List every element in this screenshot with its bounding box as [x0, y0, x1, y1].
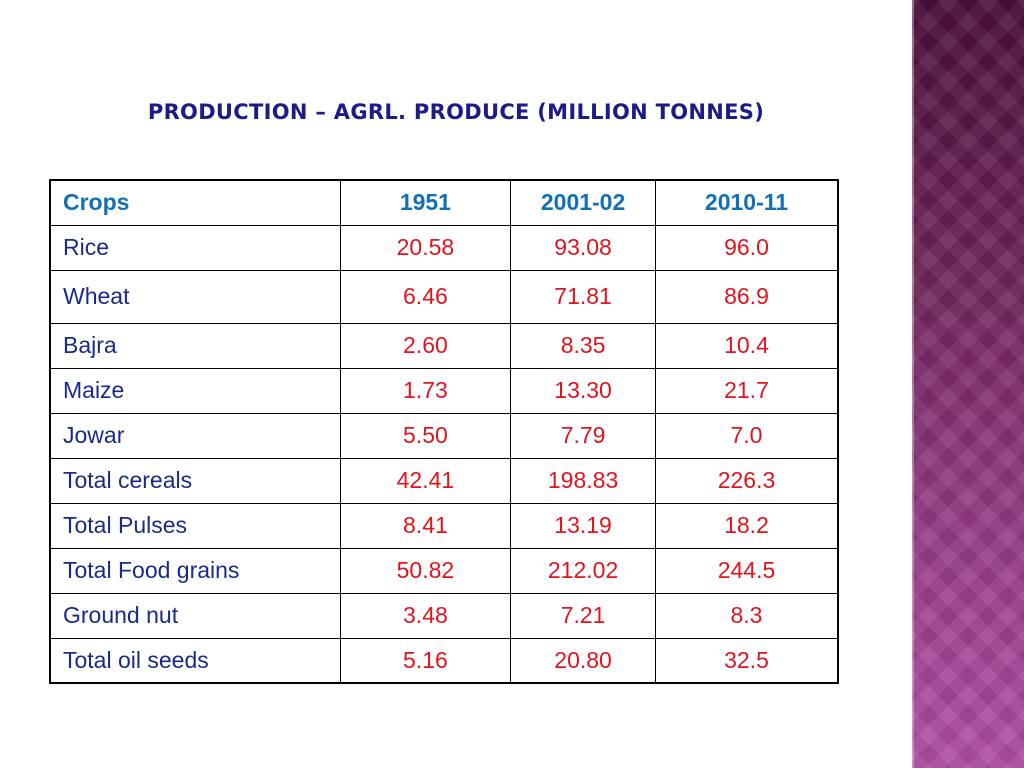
value-2010-11: 21.7	[654, 367, 839, 414]
value-2001-02: 71.81	[510, 269, 656, 324]
crop-name: Total Food grains	[49, 547, 341, 594]
value-2001-02: 7.21	[510, 592, 656, 639]
value-1951: 20.58	[339, 224, 512, 271]
value-1951: 1.73	[339, 367, 512, 414]
value-2010-11: 8.3	[654, 592, 839, 639]
crop-name: Ground nut	[49, 592, 341, 639]
crop-name: Bajra	[49, 322, 341, 369]
table-row: Wheat 6.46 71.81 86.9	[49, 269, 839, 324]
value-2001-02: 13.30	[510, 367, 656, 414]
value-1951: 42.41	[339, 457, 512, 504]
table-row: Jowar 5.50 7.79 7.0	[49, 412, 839, 459]
value-2001-02: 93.08	[510, 224, 656, 271]
value-2010-11: 226.3	[654, 457, 839, 504]
table-row: Total cereals 42.41 198.83 226.3	[49, 457, 839, 504]
table-row: Total Food grains 50.82 212.02 244.5	[49, 547, 839, 594]
header-2010-11: 2010-11	[654, 179, 839, 226]
crop-name: Maize	[49, 367, 341, 414]
value-1951: 5.50	[339, 412, 512, 459]
value-2001-02: 212.02	[510, 547, 656, 594]
value-1951: 50.82	[339, 547, 512, 594]
value-2010-11: 96.0	[654, 224, 839, 271]
value-2010-11: 32.5	[654, 637, 839, 684]
table-row: Total oil seeds 5.16 20.80 32.5	[49, 637, 839, 684]
value-1951: 6.46	[339, 269, 512, 324]
value-2010-11: 86.9	[654, 269, 839, 324]
value-2001-02: 13.19	[510, 502, 656, 549]
side-bar-edge	[912, 0, 914, 768]
table-row: Rice 20.58 93.08 96.0	[49, 224, 839, 271]
value-1951: 3.48	[339, 592, 512, 639]
table-row: Ground nut 3.48 7.21 8.3	[49, 592, 839, 639]
value-1951: 2.60	[339, 322, 512, 369]
crop-name: Total cereals	[49, 457, 341, 504]
slide-title: PRODUCTION – AGRL. PRODUCE (MILLION TONN…	[147, 100, 765, 124]
crop-name: Total Pulses	[49, 502, 341, 549]
decorative-side-bar	[912, 0, 1024, 768]
table-row: Total Pulses 8.41 13.19 18.2	[49, 502, 839, 549]
table-row: Maize 1.73 13.30 21.7	[49, 367, 839, 414]
value-2010-11: 7.0	[654, 412, 839, 459]
value-2010-11: 244.5	[654, 547, 839, 594]
value-1951: 8.41	[339, 502, 512, 549]
table-header-row: Crops 1951 2001-02 2010-11	[49, 179, 839, 226]
value-2001-02: 7.79	[510, 412, 656, 459]
header-1951: 1951	[339, 179, 512, 226]
value-2001-02: 198.83	[510, 457, 656, 504]
header-crops: Crops	[49, 179, 341, 226]
value-2010-11: 10.4	[654, 322, 839, 369]
crop-name: Jowar	[49, 412, 341, 459]
crop-name: Total oil seeds	[49, 637, 341, 684]
value-2001-02: 8.35	[510, 322, 656, 369]
value-2001-02: 20.80	[510, 637, 656, 684]
production-table: Crops 1951 2001-02 2010-11 Rice 20.58 93…	[49, 179, 839, 684]
table-row: Bajra 2.60 8.35 10.4	[49, 322, 839, 369]
value-1951: 5.16	[339, 637, 512, 684]
crop-name: Wheat	[49, 269, 341, 324]
value-2010-11: 18.2	[654, 502, 839, 549]
header-2001-02: 2001-02	[510, 179, 656, 226]
crop-name: Rice	[49, 224, 341, 271]
